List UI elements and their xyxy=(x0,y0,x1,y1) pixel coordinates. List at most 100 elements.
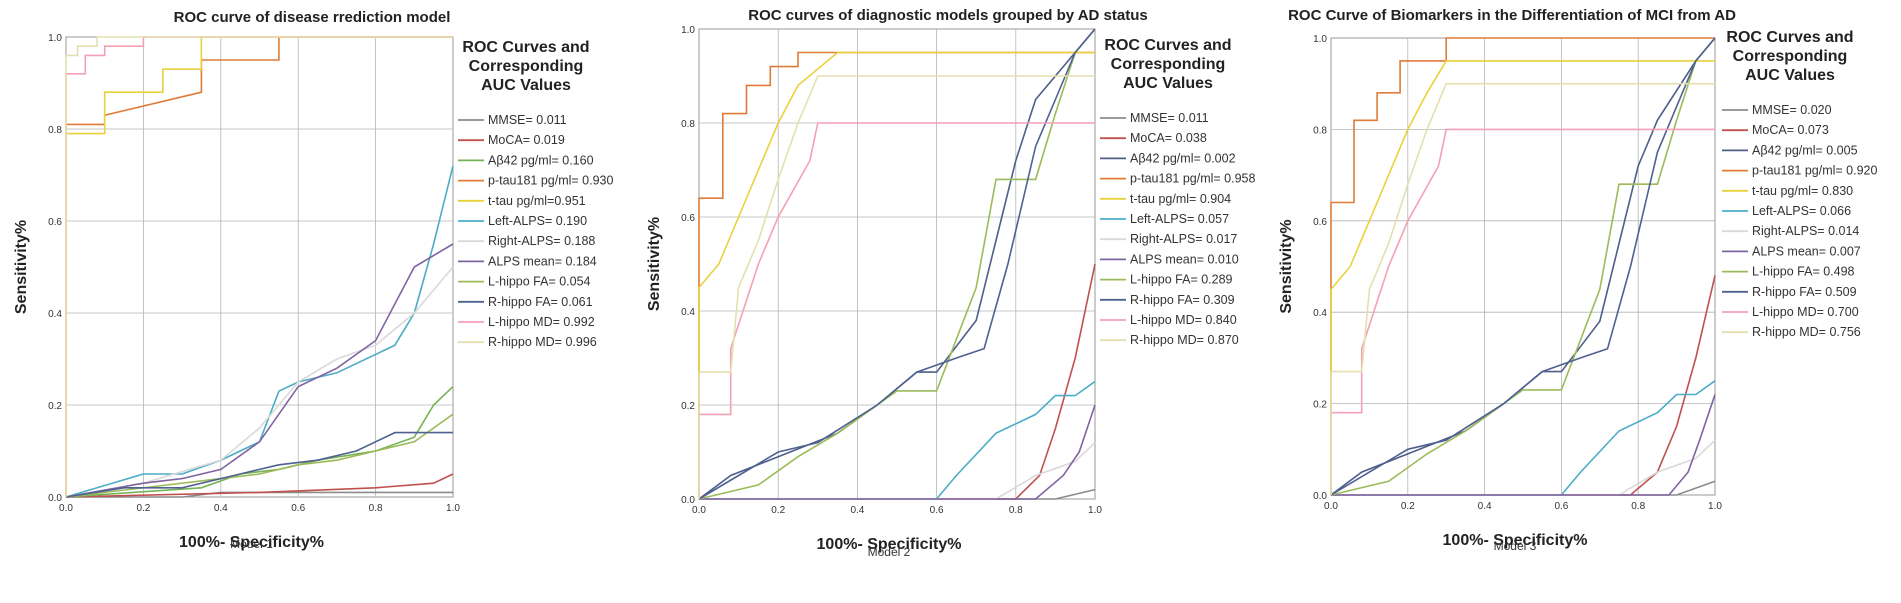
legend-entry: L-hippo MD= 0.992 xyxy=(488,315,595,329)
legend-entry: t-tau pg/ml=0.951 xyxy=(488,194,586,208)
series-line-alps-mean xyxy=(699,404,1096,500)
y-tick-label: 0.4 xyxy=(681,307,695,318)
chart-title: ROC Curve of Biomarkers in the Different… xyxy=(1288,7,1736,24)
legend-entry: p-tau181 pg/ml= 0.930 xyxy=(488,174,613,188)
legend-entry: Left-ALPS= 0.066 xyxy=(1752,204,1851,218)
series-line-p-tau181-pg-ml xyxy=(65,36,453,497)
legend-title: AUC Values xyxy=(1745,67,1835,84)
y-axis-label: Sensitivity% xyxy=(1278,219,1295,313)
y-tick-label: 1.0 xyxy=(1313,34,1327,45)
roc-chart-1: ROC curve of disease rrediction model 0.0… xyxy=(13,9,613,551)
x-axis-label: 100%- Specificity% xyxy=(1443,532,1588,549)
chart-title: ROC curves of diagnostic models grouped … xyxy=(748,7,1148,24)
model-caption: Model 3 xyxy=(1494,539,1537,553)
legend-entry: t-tau pg/ml= 0.904 xyxy=(1130,192,1231,206)
series-line-left-alps xyxy=(699,380,1096,500)
x-tick-label: 0.8 xyxy=(1009,505,1023,516)
y-tick-label: 0.6 xyxy=(1313,217,1327,228)
legend-title: Corresponding xyxy=(1733,48,1848,65)
x-tick-label: 0.6 xyxy=(291,503,305,514)
plot-area xyxy=(698,28,1096,500)
series-line-t-tau-pg-ml xyxy=(698,51,1095,499)
legend-entry: Aβ42 pg/ml= 0.005 xyxy=(1752,143,1858,157)
legend-entry: ALPS mean= 0.010 xyxy=(1130,252,1239,266)
legend-entry: L-hippo FA= 0.498 xyxy=(1752,265,1855,279)
series-line-a-42-pg-ml xyxy=(698,28,1096,500)
series-line-l-hippo-fa xyxy=(698,28,1096,500)
legend-title: AUC Values xyxy=(1123,75,1213,92)
legend-entry: R-hippo MD= 0.756 xyxy=(1752,325,1861,339)
x-tick-label: 0.8 xyxy=(369,503,383,514)
x-tick-label: 0.2 xyxy=(1401,501,1415,512)
model-caption: Model 2 xyxy=(868,545,911,559)
legend-entry: Aβ42 pg/ml= 0.002 xyxy=(1130,151,1236,165)
series-line-p-tau181-pg-ml xyxy=(1330,37,1715,495)
legend-entry: p-tau181 pg/ml= 0.958 xyxy=(1130,172,1255,186)
series-line-r-hippo-fa xyxy=(1330,37,1716,496)
x-tick-label: 0.0 xyxy=(59,503,73,514)
x-axis-label: 100%- Specificity% xyxy=(179,534,324,551)
legend-entry: MMSE= 0.011 xyxy=(1130,111,1209,125)
series-line-l-hippo-md xyxy=(65,36,453,497)
legend-title: Corresponding xyxy=(469,58,584,75)
series-line-r-hippo-fa xyxy=(698,28,1096,500)
series-line-left-alps xyxy=(1331,380,1716,496)
series-line-moca xyxy=(65,473,454,498)
series-line-a-42-pg-ml xyxy=(1330,37,1716,496)
roc-chart-2: ROC curves of diagnostic models grouped … xyxy=(646,7,1255,559)
legend-title: AUC Values xyxy=(481,77,571,94)
legend: ROC Curves and Corresponding AUC Values MMS… xyxy=(458,39,613,349)
series-line-alps-mean xyxy=(1331,394,1716,496)
series-line-l-hippo-md xyxy=(698,122,1095,499)
x-tick-label: 0.4 xyxy=(1478,501,1492,512)
x-tick-label: 0.4 xyxy=(850,505,864,516)
legend-title: Corresponding xyxy=(1111,56,1226,73)
x-tick-label: 0.0 xyxy=(1324,501,1338,512)
plot-area xyxy=(65,36,454,498)
x-tick-label: 0.6 xyxy=(930,505,944,516)
y-axis-label: Sensitivity% xyxy=(646,217,663,311)
series-line-right-alps xyxy=(65,266,454,498)
x-tick-label: 0.2 xyxy=(771,505,785,516)
y-tick-label: 0.4 xyxy=(1313,308,1327,319)
legend-entry: Right-ALPS= 0.014 xyxy=(1752,224,1859,238)
legend-entry: t-tau pg/ml= 0.830 xyxy=(1752,184,1853,198)
y-tick-label: 0.2 xyxy=(681,401,695,412)
legend-entry: L-hippo MD= 0.700 xyxy=(1752,305,1859,319)
y-tick-label: 0.8 xyxy=(681,119,695,130)
legend-entry: MMSE= 0.020 xyxy=(1752,103,1832,117)
y-tick-label: 0.0 xyxy=(681,495,695,506)
y-tick-label: 0.2 xyxy=(48,401,62,412)
series-line-l-hippo-md xyxy=(1330,128,1715,495)
series-line-r-hippo-md xyxy=(698,75,1095,499)
x-tick-label: 1.0 xyxy=(446,503,460,514)
y-tick-label: 0.4 xyxy=(48,309,62,320)
legend-entry: L-hippo FA= 0.054 xyxy=(488,275,591,289)
legend-entry: Left-ALPS= 0.190 xyxy=(488,214,587,228)
legend-entry: R-hippo FA= 0.509 xyxy=(1752,285,1857,299)
series-line-l-hippo-fa xyxy=(1330,37,1716,496)
legend-entry: L-hippo FA= 0.289 xyxy=(1130,273,1233,287)
series-line-r-hippo-fa xyxy=(65,431,453,498)
model-caption: Model 1 xyxy=(230,537,273,551)
legend-entry: Left-ALPS= 0.057 xyxy=(1130,212,1229,226)
legend-title: ROC Curves and xyxy=(462,39,589,56)
legend-entry: R-hippo MD= 0.870 xyxy=(1130,333,1239,347)
legend: ROC Curves and Corresponding AUC Values MMS… xyxy=(1100,37,1255,347)
legend-entry: R-hippo MD= 0.996 xyxy=(488,335,597,349)
legend-entry: p-tau181 pg/ml= 0.920 xyxy=(1752,164,1877,178)
legend-title: ROC Curves and xyxy=(1726,29,1853,46)
series-line-t-tau-pg-ml xyxy=(1330,60,1715,495)
series-line-t-tau-pg-ml xyxy=(65,36,453,497)
y-axis-label: Sensitivity% xyxy=(13,220,30,314)
legend-entry: MoCA= 0.073 xyxy=(1752,123,1829,137)
legend-entry: Right-ALPS= 0.017 xyxy=(1130,232,1237,246)
x-tick-label: 0.0 xyxy=(692,505,706,516)
series-line-p-tau181-pg-ml xyxy=(698,51,1095,499)
series-line-r-hippo-md xyxy=(65,36,453,497)
legend-entry: MoCA= 0.019 xyxy=(488,133,565,147)
chart-title: ROC curve of disease rrediction model xyxy=(174,9,451,26)
y-tick-label: 1.0 xyxy=(681,25,695,36)
